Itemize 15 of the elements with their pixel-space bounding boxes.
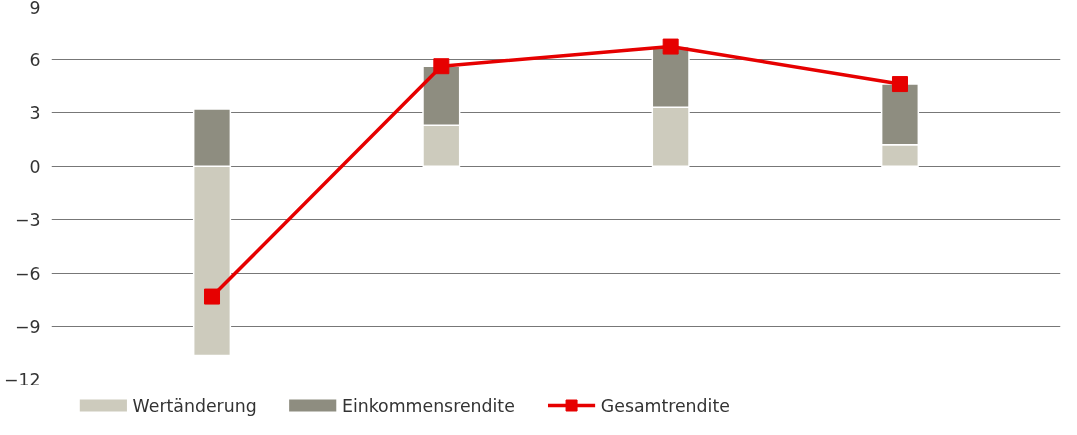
y-tick-label: 0 [29,156,41,177]
point [891,76,908,93]
y-tick-label: 3 [29,103,41,124]
legend-label: Gesamtrendite [600,395,730,416]
legend-label: Wertänderung [132,395,257,416]
point [433,58,450,75]
y-tick-label: 9 [29,0,41,18]
y-tick-label: 6 [29,49,41,70]
y-tick-label: −12 [3,369,41,390]
y-tick-label: −6 [14,263,41,284]
point [662,38,679,55]
y-tick-label: −9 [14,317,41,338]
legend-label: Einkommensrendite [341,395,515,416]
y-tick-label: −3 [14,210,41,231]
point [204,288,221,305]
